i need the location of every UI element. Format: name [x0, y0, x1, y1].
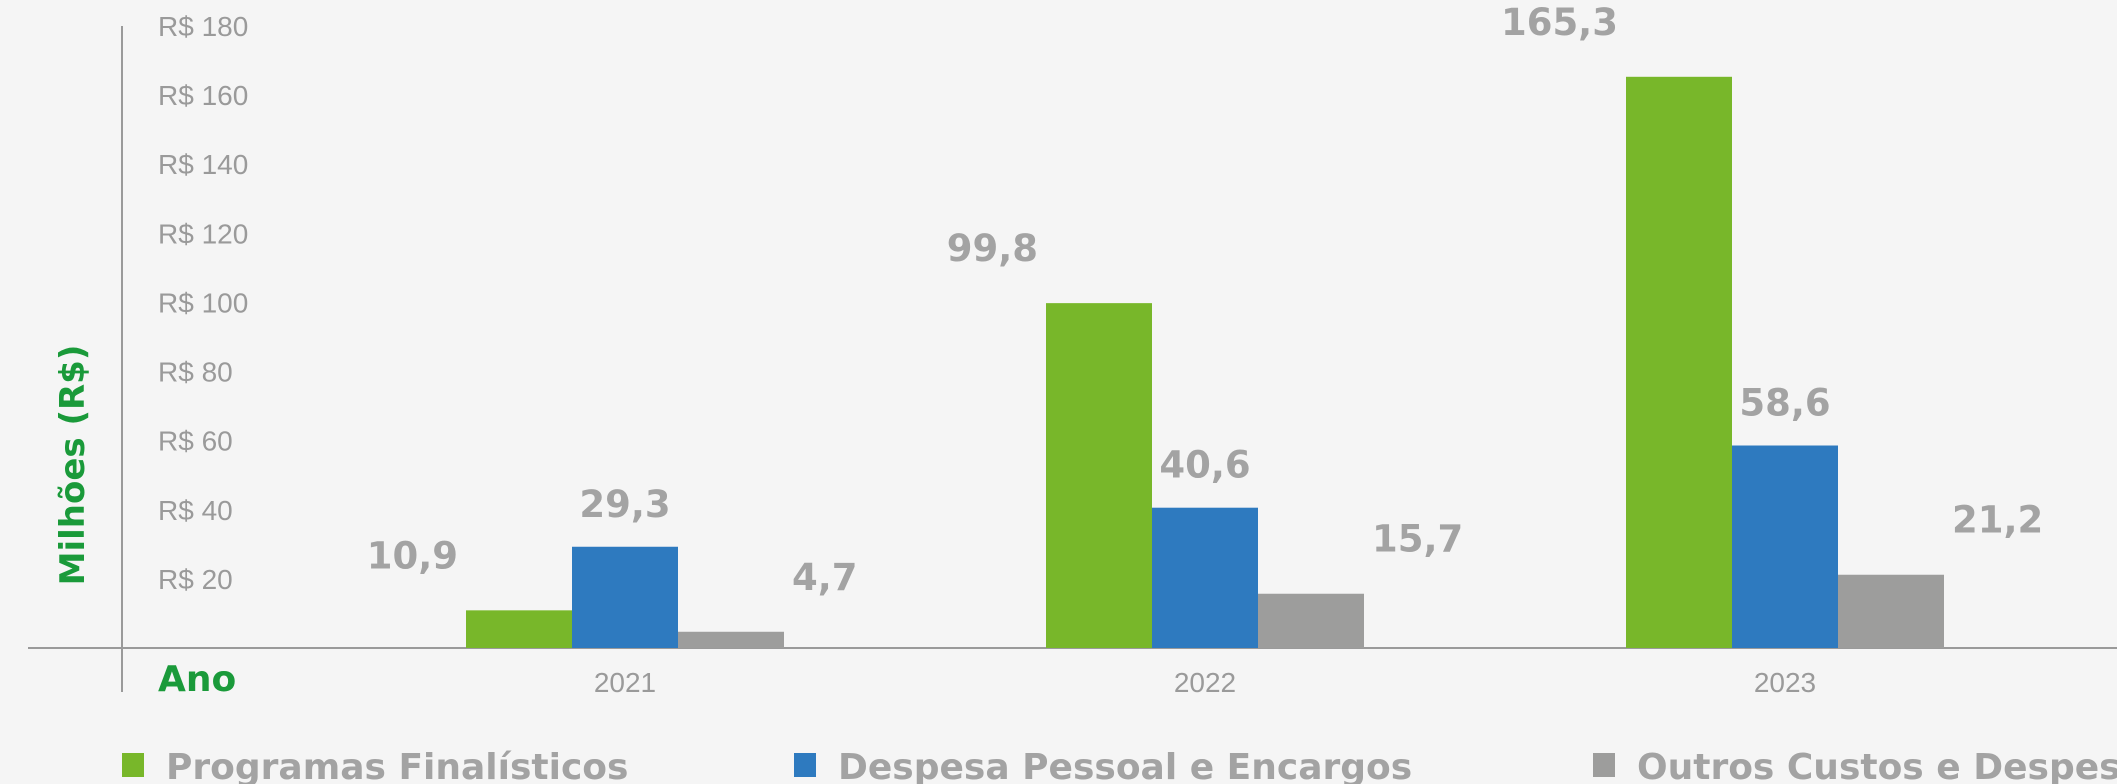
x-tick-label: 2022 [1174, 667, 1236, 698]
data-label: 15,7 [1372, 518, 1463, 561]
bar [1732, 445, 1838, 648]
data-label: 21,2 [1952, 499, 2043, 542]
legend-swatch [122, 753, 144, 777]
y-tick-label: R$ 120 [158, 218, 248, 249]
legend-swatch [1593, 753, 1615, 777]
x-tick-labels: 2021 2022 2023 [594, 667, 1816, 698]
legend-item: Despesa Pessoal e Encargos [794, 747, 1412, 784]
y-tick-label: R$ 140 [158, 149, 248, 180]
bar [1258, 593, 1364, 648]
legend: Programas Finalísticos Despesa Pessoal e … [122, 747, 2117, 784]
y-tick-labels: R$ 20 R$ 40 R$ 60 R$ 80 R$ 100 R$ 120 R$ 140 R$… [158, 11, 248, 595]
bar [1046, 303, 1152, 648]
legend-label: Despesa Pessoal e Encargos [838, 747, 1412, 784]
y-tick-label: R$ 160 [158, 80, 248, 111]
y-tick-label: R$ 180 [158, 11, 248, 42]
legend-item: Outros Custos e Despesas [1593, 747, 2117, 784]
legend-label: Programas Finalísticos [166, 747, 628, 784]
legend-swatch [794, 753, 816, 777]
legend-label: Outros Custos e Despesas [1637, 747, 2117, 784]
y-tick-label: R$ 80 [158, 357, 233, 388]
data-label: 58,6 [1739, 382, 1830, 425]
bar [1626, 76, 1732, 648]
bar [572, 546, 678, 648]
y-tick-label: R$ 40 [158, 495, 233, 526]
bars [466, 76, 1944, 648]
bar [678, 631, 784, 648]
data-label: 165,3 [1501, 1, 1618, 44]
y-tick-label: R$ 60 [158, 426, 233, 457]
data-label: 99,8 [947, 227, 1038, 270]
y-tick-label: R$ 100 [158, 287, 248, 318]
bar [1838, 574, 1944, 648]
x-axis-label: Ano [158, 659, 236, 700]
x-tick-label: 2021 [594, 667, 656, 698]
data-label: 10,9 [367, 534, 458, 577]
x-tick-label: 2023 [1754, 667, 1816, 698]
bar [1152, 507, 1258, 648]
data-label: 40,6 [1159, 444, 1250, 487]
legend-item: Programas Finalísticos [122, 747, 628, 784]
y-tick-label: R$ 20 [158, 564, 233, 595]
y-axis-label: Milhões (R$) [53, 345, 93, 586]
bar [466, 610, 572, 648]
data-label: 29,3 [579, 483, 670, 526]
data-label: 4,7 [792, 556, 858, 599]
data-labels: 10,9 29,3 4,7 99,8 40,6 15,7 165,3 58,6 21,2 [367, 1, 2044, 599]
